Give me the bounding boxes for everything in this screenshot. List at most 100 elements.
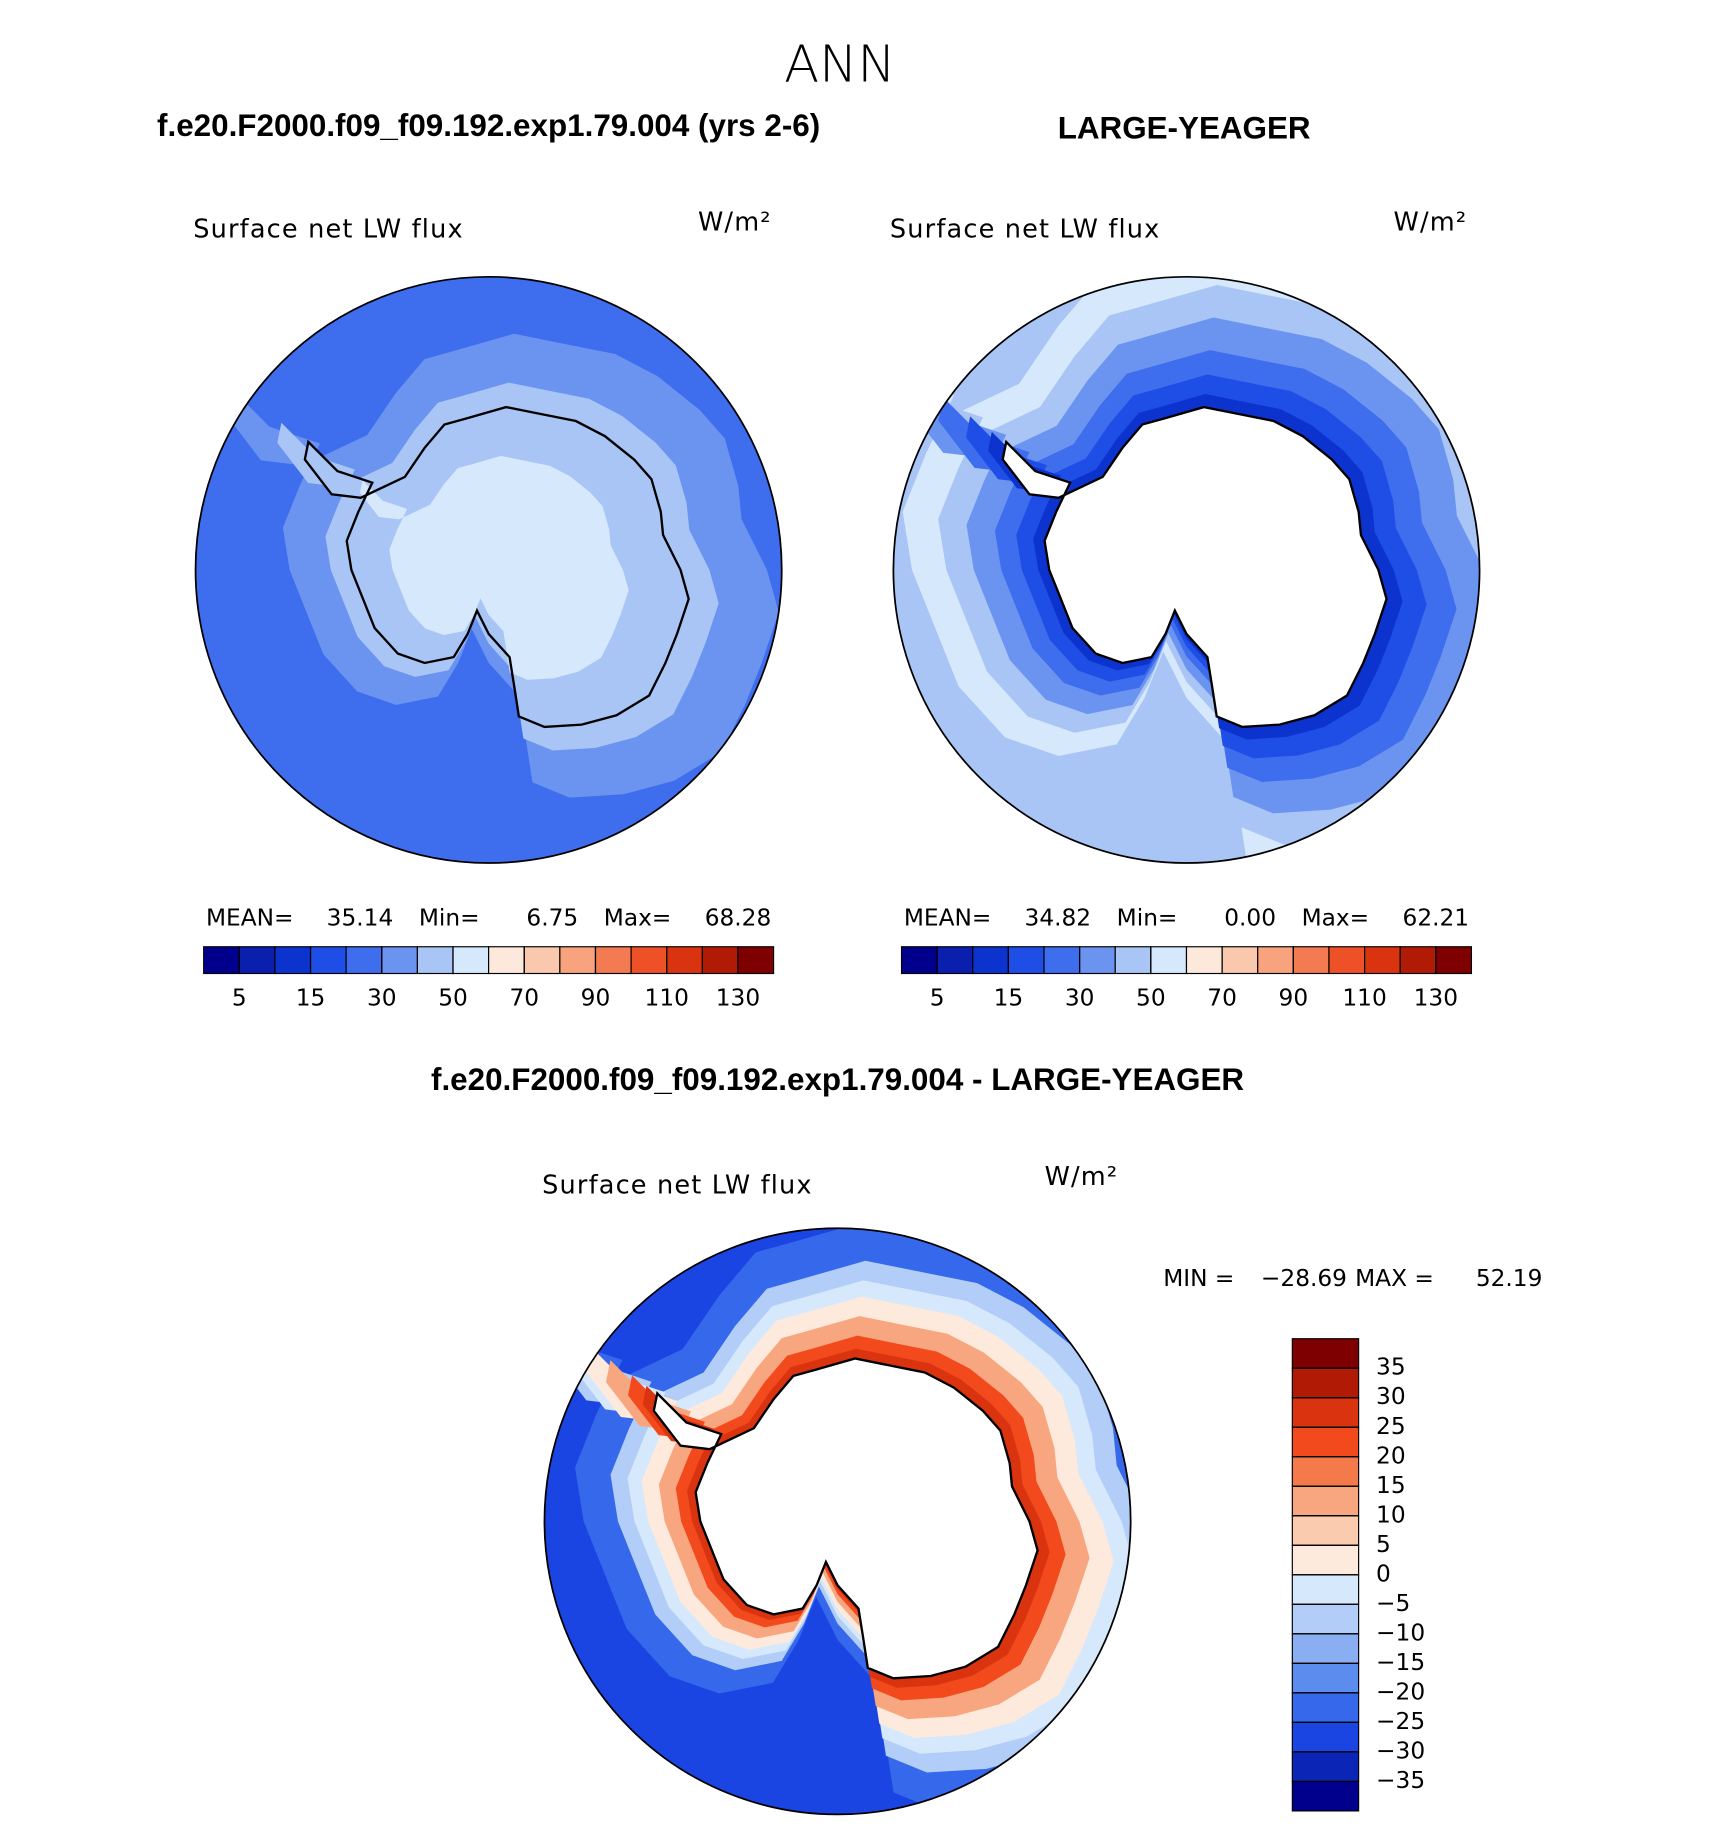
colorbar-label: 5 bbox=[1376, 1531, 1391, 1558]
colorbar-box bbox=[1043, 946, 1081, 975]
colorbar-label: 30 bbox=[1376, 1383, 1406, 1410]
colorbar-box bbox=[1291, 1721, 1360, 1753]
map bbox=[544, 1228, 1131, 1815]
contour-region bbox=[359, 455, 629, 680]
colorbar-label: 70 bbox=[1207, 985, 1237, 1012]
colorbar-box bbox=[1291, 1603, 1360, 1635]
colorbar-box bbox=[1221, 946, 1259, 975]
colorbar-box bbox=[309, 946, 347, 975]
colorbar-box bbox=[1291, 1338, 1360, 1369]
colorbar-label: 15 bbox=[994, 985, 1024, 1012]
units-label: W/m² bbox=[1394, 207, 1468, 237]
stat-label: Max= bbox=[604, 904, 672, 931]
map-border bbox=[543, 1227, 1132, 1816]
stat-value: 35.14 bbox=[327, 904, 394, 931]
colorbar-box bbox=[1291, 1456, 1360, 1487]
colorbar-box bbox=[203, 946, 240, 975]
figure-title: ANN bbox=[784, 35, 896, 94]
maps bbox=[194, 275, 1481, 1816]
colorbar-label: 5 bbox=[232, 985, 247, 1012]
colorbar-box bbox=[1291, 1780, 1360, 1812]
colorbar-box bbox=[1291, 1633, 1360, 1664]
colorbar-box bbox=[559, 946, 597, 975]
colorbar-label: −15 bbox=[1376, 1649, 1425, 1676]
colorbar-label: 5 bbox=[930, 985, 945, 1012]
map-border bbox=[892, 275, 1481, 864]
colorbar-box bbox=[1291, 1751, 1360, 1782]
colorbar-box bbox=[274, 946, 312, 975]
colorbar-label: 25 bbox=[1376, 1413, 1406, 1440]
colorbar-box bbox=[666, 946, 703, 975]
colorbar-box bbox=[523, 946, 561, 975]
colorbar-box bbox=[1291, 1662, 1360, 1694]
colorbar-label: −10 bbox=[1376, 1619, 1425, 1646]
colorbar-box bbox=[1291, 1515, 1360, 1546]
colorbar-label: 70 bbox=[509, 985, 539, 1012]
colorbar-label: 20 bbox=[1376, 1442, 1406, 1469]
colorbar-label: −20 bbox=[1376, 1678, 1425, 1705]
colorbar-box bbox=[1185, 946, 1223, 975]
units-label: W/m² bbox=[1045, 1162, 1119, 1192]
stat-label: Max= bbox=[1302, 904, 1370, 931]
coastline bbox=[652, 1357, 1039, 1680]
panel-title: f.e20.F2000.f09_f09.192.exp1.79.004 - LA… bbox=[431, 1062, 1244, 1097]
colorbar-box bbox=[1435, 946, 1473, 975]
colorbar-label: 90 bbox=[1279, 985, 1309, 1012]
stat-value: 0.00 bbox=[1224, 904, 1276, 931]
colorbar-label: 110 bbox=[645, 985, 689, 1012]
colorbar-label: 15 bbox=[1376, 1472, 1406, 1499]
map bbox=[195, 276, 782, 864]
colorbar-label: 130 bbox=[1414, 985, 1458, 1012]
variable-label: Surface net LW flux bbox=[890, 214, 1161, 244]
colorbar-box bbox=[737, 946, 775, 975]
variable-label: Surface net LW flux bbox=[193, 214, 464, 244]
map bbox=[893, 276, 1480, 864]
colorbar-box bbox=[1291, 1397, 1360, 1428]
colorbar-label: 110 bbox=[1342, 985, 1386, 1012]
colorbar-box bbox=[594, 946, 632, 975]
colorbar-box bbox=[936, 946, 974, 975]
colorbar-box bbox=[1399, 946, 1437, 975]
colorbar-label: 90 bbox=[581, 985, 611, 1012]
colorbar-box bbox=[900, 946, 938, 975]
panel-title: LARGE-YEAGER bbox=[1058, 111, 1311, 146]
colorbar-box bbox=[1363, 946, 1401, 975]
colorbar-label: 30 bbox=[367, 985, 397, 1012]
colorbar-box bbox=[416, 946, 454, 975]
colorbar-label: 15 bbox=[296, 985, 326, 1012]
colorbar-box bbox=[238, 946, 276, 975]
stat-value: 52.19 bbox=[1476, 1265, 1543, 1292]
colorbar-label: −30 bbox=[1376, 1737, 1425, 1764]
colorbar-box bbox=[1079, 946, 1116, 975]
colorbar-label: 50 bbox=[1136, 985, 1166, 1012]
colorbar-label: −35 bbox=[1376, 1767, 1425, 1794]
colorbar-box bbox=[1150, 946, 1188, 975]
stat-label: Min= bbox=[419, 904, 480, 931]
stat-value: 34.82 bbox=[1025, 904, 1092, 931]
colorbar-box bbox=[1291, 1544, 1360, 1576]
stat-value: 68.28 bbox=[705, 904, 772, 931]
stat-value: 6.75 bbox=[526, 904, 578, 931]
stat-label: MIN = bbox=[1163, 1265, 1234, 1292]
colorbar-box bbox=[701, 946, 739, 975]
colorbar-box bbox=[452, 946, 490, 975]
variable-label: Surface net LW flux bbox=[542, 1170, 813, 1200]
stat-value: −28.69 bbox=[1261, 1265, 1347, 1292]
colorbar-box bbox=[1291, 1485, 1360, 1517]
colorbar-label: 0 bbox=[1376, 1560, 1391, 1587]
colorbar-box bbox=[1291, 1426, 1360, 1458]
panel-title: f.e20.F2000.f09_f09.192.exp1.79.004 (yrs… bbox=[157, 108, 820, 143]
coastline bbox=[303, 405, 690, 729]
colorbar-box bbox=[1291, 1574, 1360, 1605]
stat-label: Min= bbox=[1117, 904, 1178, 931]
units-label: W/m² bbox=[698, 207, 772, 237]
colorbar-box bbox=[381, 946, 418, 975]
colorbar-label: −5 bbox=[1376, 1590, 1410, 1617]
coastline bbox=[1001, 405, 1388, 729]
colorbar-box bbox=[1328, 946, 1366, 975]
colorbar-label: 35 bbox=[1376, 1354, 1406, 1381]
colorbar-box bbox=[1007, 946, 1045, 975]
colorbar-box bbox=[1291, 1692, 1360, 1723]
